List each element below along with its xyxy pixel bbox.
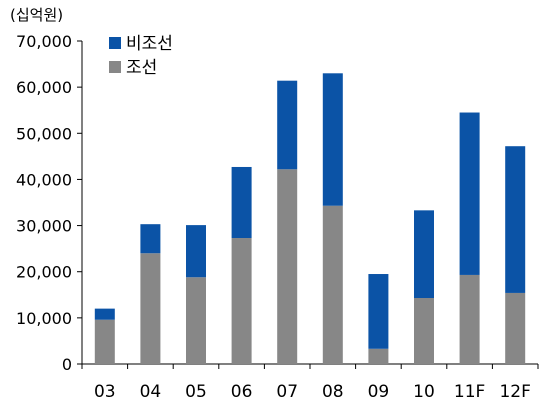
y-tick-label: 60,000 — [16, 78, 72, 97]
bar-segment-shipbuilding-06 — [231, 238, 252, 364]
bar-segment-shipbuilding-07 — [277, 169, 298, 364]
y-tick-label: 50,000 — [16, 124, 72, 143]
bar-segment-non-shipbuilding-09 — [368, 274, 389, 349]
legend-label: 조선 — [126, 58, 157, 78]
bar-segment-non-shipbuilding-11F — [459, 112, 480, 275]
x-tick-label: 11F — [454, 382, 485, 402]
legend-swatch — [109, 61, 121, 73]
y-axis: 0 10,000 20,000 30,000 40,000 50,000 60,000 70,… — [16, 32, 83, 374]
bar-segment-non-shipbuilding-10 — [414, 210, 434, 299]
bar-segment-non-shipbuilding-08 — [322, 73, 343, 206]
y-tick-label: 40,000 — [16, 170, 72, 189]
bar-segment-shipbuilding-10 — [414, 298, 434, 364]
y-tick-label: 10,000 — [16, 309, 72, 328]
bar-segment-shipbuilding-08 — [322, 205, 343, 364]
x-tick-label: 05 — [185, 382, 207, 402]
bar-segment-non-shipbuilding-07 — [277, 80, 298, 170]
legend-swatch — [109, 37, 121, 49]
bar-segment-shipbuilding-11F — [459, 274, 480, 364]
x-tick-label: 04 — [140, 382, 162, 402]
y-tick-label: 20,000 — [16, 263, 72, 282]
y-axis-unit-label: (십억원) — [10, 6, 63, 24]
legend-label: 비조선 — [126, 34, 173, 54]
x-tick-label: 03 — [94, 382, 116, 402]
x-tick-label: 08 — [322, 382, 344, 402]
y-tick-label: 70,000 — [16, 32, 72, 51]
bars-group — [94, 73, 526, 364]
bar-segment-shipbuilding-12F — [505, 292, 526, 364]
bar-segment-non-shipbuilding-03 — [94, 308, 115, 320]
bar-segment-non-shipbuilding-12F — [505, 146, 526, 293]
x-tick-label: 09 — [368, 382, 390, 402]
y-tick-label: 0 — [62, 355, 72, 374]
bar-segment-non-shipbuilding-05 — [186, 225, 206, 278]
bar-segment-non-shipbuilding-06 — [231, 166, 252, 239]
x-tick-label: 07 — [276, 382, 298, 402]
bar-segment-non-shipbuilding-04 — [140, 224, 161, 254]
bar-segment-shipbuilding-04 — [140, 253, 161, 364]
x-tick-label: 12F — [499, 382, 530, 402]
bar-segment-shipbuilding-05 — [186, 277, 206, 364]
x-tick-label: 06 — [231, 382, 253, 402]
bar-segment-shipbuilding-03 — [94, 319, 115, 364]
bar-segment-shipbuilding-09 — [368, 348, 389, 364]
x-axis: 03 04 05 06 07 08 09 10 11F 12F — [81, 363, 539, 402]
x-tick-label: 10 — [413, 382, 435, 402]
y-tick-label: 30,000 — [16, 217, 72, 236]
